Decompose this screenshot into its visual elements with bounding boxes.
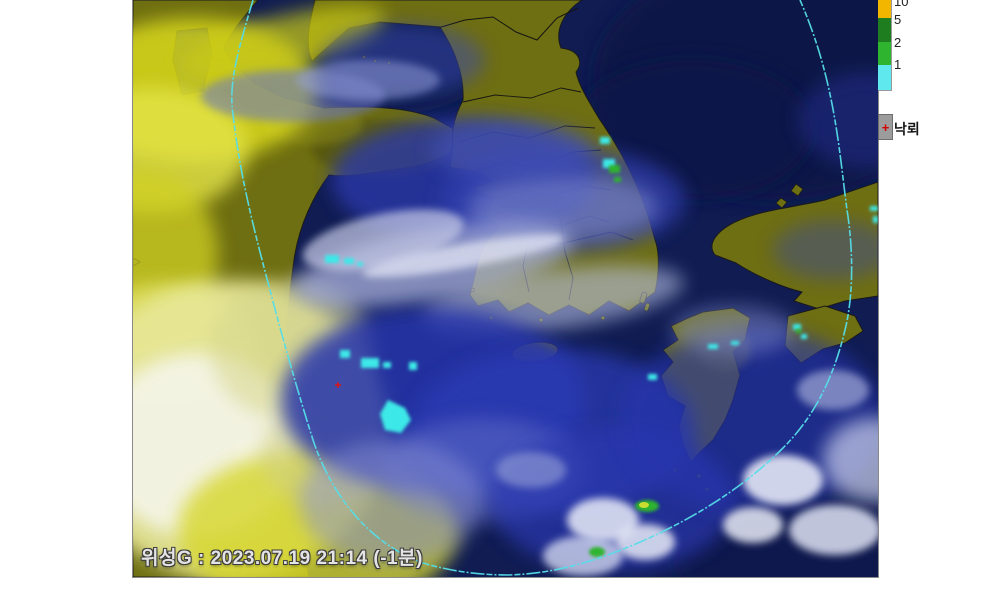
satellite-map-svg (133, 0, 878, 577)
map-canvas[interactable] (132, 0, 879, 578)
legend-label-10: 10 (894, 0, 909, 9)
lightning-plus-icon: + (881, 119, 890, 135)
legend-swatch-2 (878, 42, 891, 65)
satellite-timestamp: 위성G : 2023.07.19 21:14 (-1분) (141, 548, 423, 569)
lightning-legend-label: 낙뢰 (894, 121, 920, 137)
rain-rate-legend-bar (878, 0, 891, 90)
legend-label-2: 2 (894, 35, 902, 50)
legend-swatch-1 (878, 65, 891, 90)
lightning-strike-icon (335, 382, 341, 388)
range-ring (231, 0, 853, 576)
lightning-legend-swatch: + (878, 114, 893, 140)
legend-label-1: 1 (894, 57, 902, 72)
legend-label-5: 5 (894, 12, 902, 27)
cloud-layer (133, 6, 878, 577)
legend-swatch-10 (878, 0, 891, 18)
radar-echoes (325, 137, 878, 557)
legend-swatch-5 (878, 18, 891, 42)
